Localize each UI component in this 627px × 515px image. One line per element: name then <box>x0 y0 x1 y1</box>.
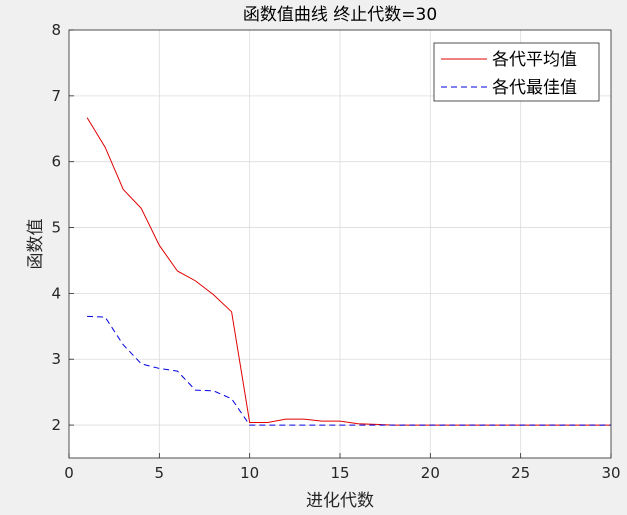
x-tick-label: 15 <box>330 464 349 482</box>
y-axis-label: 函数值 <box>26 219 46 270</box>
series-lines <box>86 117 611 426</box>
legend-label-best: 各代最佳值 <box>492 78 577 98</box>
x-tick-label: 0 <box>64 464 74 482</box>
x-axis-label: 进化代数 <box>306 491 374 511</box>
y-tick-label: 8 <box>51 21 61 39</box>
legend-box <box>433 42 600 102</box>
x-tick-label: 5 <box>155 464 165 482</box>
x-tick-label: 20 <box>421 464 440 482</box>
y-tick-label: 7 <box>51 87 61 105</box>
legend: 各代平均值 各代最佳值 <box>433 42 600 102</box>
y-tick-label: 5 <box>51 219 61 237</box>
axis-ticks: 0 5 10 15 20 25 30 2 3 4 5 6 7 8 <box>51 21 620 482</box>
legend-label-average: 各代平均值 <box>492 50 577 70</box>
y-tick-label: 3 <box>51 350 61 368</box>
y-tick-label: 4 <box>51 284 61 302</box>
x-tick-label: 30 <box>601 464 620 482</box>
y-tick-label: 6 <box>51 153 61 171</box>
x-tick-label: 10 <box>240 464 259 482</box>
chart-title: 函数值曲线 终止代数=30 <box>243 5 437 25</box>
y-tick-label: 2 <box>51 416 61 434</box>
best-value-line <box>87 315 611 426</box>
x-tick-label: 25 <box>511 464 530 482</box>
